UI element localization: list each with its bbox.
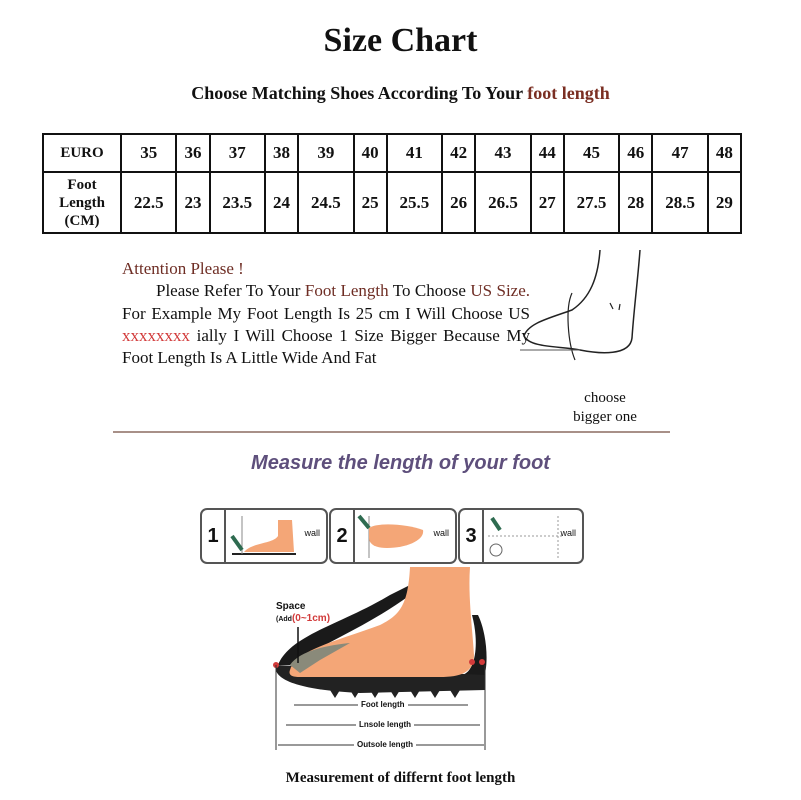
divider xyxy=(113,431,670,433)
foot-sketch-icon xyxy=(520,249,641,361)
attention-body: Please Refer To Your Foot Length To Choo… xyxy=(122,280,530,369)
foot-length-cell: 23.5 xyxy=(208,171,266,234)
subtitle-highlight: foot length xyxy=(527,83,610,103)
page-title: Size Chart xyxy=(323,22,478,59)
outsole-length-label: Outsole length xyxy=(354,740,416,749)
foot-length-cell: 25 xyxy=(352,171,388,234)
foot-length-cell: 23 xyxy=(175,171,211,234)
step-3: 3 wall xyxy=(458,508,584,564)
choose-bigger-note: choose bigger one xyxy=(560,389,650,427)
euro-size-cell: 44 xyxy=(529,133,565,173)
redacted-text: xxxxxxxx xyxy=(122,325,190,345)
wall-label: wall xyxy=(433,528,449,538)
note-line: choose xyxy=(584,390,626,406)
size-table: EURO 35 36 37 38 39 40 41 42 43 44 45 46 47 48 Foot L… xyxy=(42,133,743,234)
highlight-us-size: US Size. xyxy=(470,281,531,301)
foot-length-cell: 26.5 xyxy=(474,171,532,234)
foot-length-label: Foot length xyxy=(358,700,408,709)
foot-side-icon xyxy=(230,516,296,555)
add-range: (0~1cm) xyxy=(291,613,331,624)
foot-length-cell: 24.5 xyxy=(297,171,355,234)
step-number: 2 xyxy=(331,510,355,562)
step-number: 3 xyxy=(460,510,484,562)
euro-label: EURO xyxy=(42,133,122,173)
foot-length-cell: 28.5 xyxy=(651,171,709,234)
foot-top-icon xyxy=(357,514,424,558)
step-2: 2 wall xyxy=(329,508,457,564)
step-1: 1 wall xyxy=(200,508,328,564)
euro-size-cell: 38 xyxy=(263,133,300,173)
euro-size-cell: 40 xyxy=(352,133,388,173)
text: For Example My Foot Length Is 25 cm I Wi… xyxy=(122,303,530,323)
foot-length-cell: 22.5 xyxy=(119,171,178,234)
note-line: bigger one xyxy=(573,409,637,425)
euro-size-cell: 36 xyxy=(175,133,211,173)
euro-size-cell: 48 xyxy=(706,133,743,173)
euro-size-cell: 37 xyxy=(208,133,266,173)
euro-size-cell: 47 xyxy=(651,133,709,173)
caption: Measurement of differnt foot length xyxy=(285,770,516,786)
wall-label: wall xyxy=(560,528,576,538)
foot-length-cell: 24 xyxy=(263,171,300,234)
euro-size-cell: 39 xyxy=(297,133,355,173)
insole-length-label: Lnsole length xyxy=(356,720,414,729)
shoe-diagram xyxy=(273,567,487,750)
euro-size-cell: 42 xyxy=(441,133,477,173)
subtitle-text: Choose Matching Shoes According To Your xyxy=(191,83,528,103)
foot-length-cell: 25.5 xyxy=(385,171,444,234)
foot-length-cell: 27 xyxy=(529,171,565,234)
step-number: 1 xyxy=(202,510,226,562)
foot-length-label: Foot Length (CM) xyxy=(42,171,122,234)
space-label: Space xyxy=(276,601,306,612)
euro-row: EURO 35 36 37 38 39 40 41 42 43 44 45 46 47 48 xyxy=(42,133,743,173)
subtitle: Choose Matching Shoes According To Your … xyxy=(0,83,801,104)
euro-size-cell: 46 xyxy=(618,133,654,173)
measure-heading: Measure the length of your foot xyxy=(251,452,550,474)
foot-length-cell: 26 xyxy=(441,171,477,234)
foot-length-cell: 29 xyxy=(706,171,743,234)
add-text: (Add xyxy=(276,616,292,623)
text: To Choose xyxy=(388,281,471,301)
text: ially I Will Choose 1 Size Bigger Becaus… xyxy=(122,325,530,368)
euro-size-cell: 35 xyxy=(119,133,178,173)
attention-note: Attention Please ! Please Refer To Your … xyxy=(122,258,530,369)
euro-size-cell: 41 xyxy=(385,133,444,173)
foot-length-cell: 27.5 xyxy=(562,171,621,234)
add-label: (Add(0~1cm) xyxy=(276,613,330,624)
euro-size-cell: 45 xyxy=(562,133,621,173)
foot-length-row: Foot Length (CM) 22.5 23 23.5 24 24.5 25 25.5 2… xyxy=(42,171,743,234)
measure-line-icon xyxy=(488,516,564,558)
text: Please Refer To Your xyxy=(156,281,305,301)
attention-heading: Attention Please ! xyxy=(122,259,244,278)
highlight-foot-length: Foot Length xyxy=(304,281,389,301)
euro-size-cell: 43 xyxy=(474,133,532,173)
foot-length-cell: 28 xyxy=(618,171,654,234)
wall-label: wall xyxy=(304,528,320,538)
